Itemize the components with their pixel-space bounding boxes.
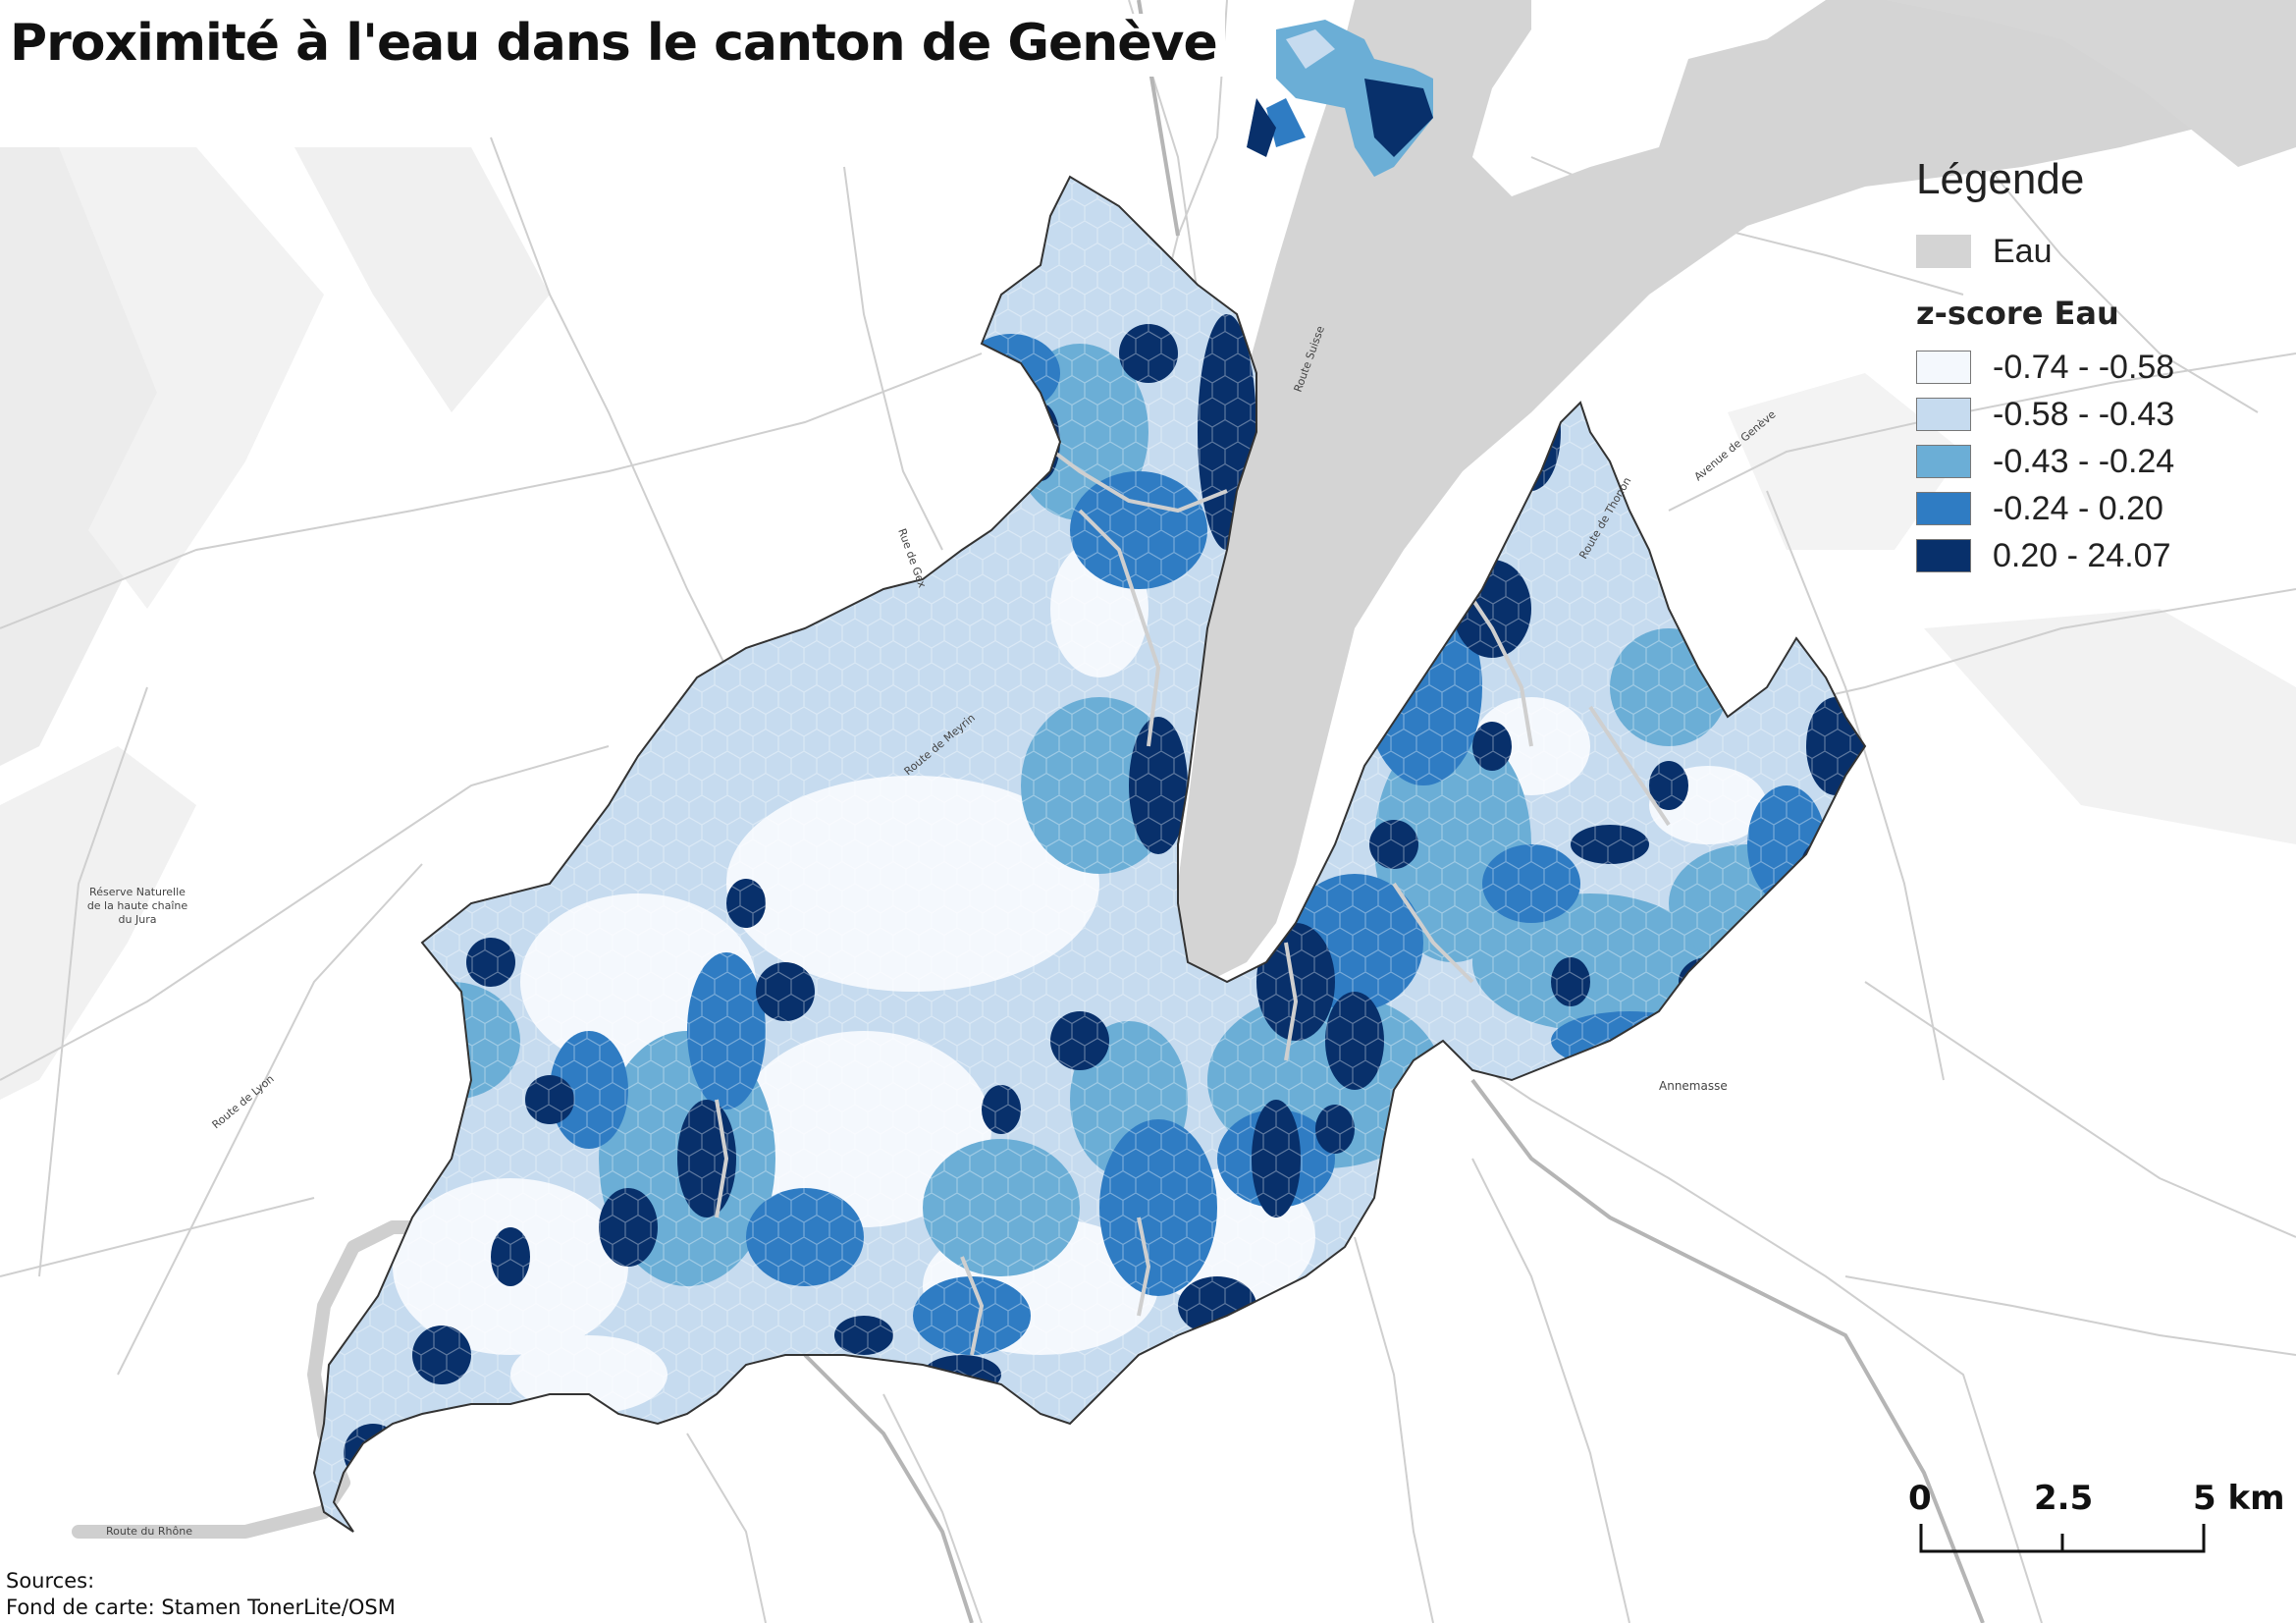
map-title: Proximité à l'eau dans le canton de Genè…	[10, 14, 1225, 77]
sources-heading: Sources:	[6, 1569, 95, 1593]
legend-class-row: -0.74 - -0.58	[1904, 344, 2228, 391]
scale-bar	[1919, 1524, 2206, 1553]
scale-label-5km: 5 km	[2193, 1479, 2285, 1518]
legend-class-label: -0.58 - -0.43	[1993, 395, 2175, 433]
water-bodies	[1178, 0, 2296, 982]
label-reserve-1: Réserve Naturelle	[89, 886, 186, 898]
streams	[715, 440, 1671, 1356]
label-road-rhone: Route du Rhône	[106, 1525, 192, 1538]
legend: Légende Eau z-score Eau -0.74 - -0.58 -0…	[1904, 155, 2228, 579]
northern-enclaves	[1247, 20, 1433, 177]
legend-water-label: Eau	[1993, 232, 2053, 270]
label-annemasse: Annemasse	[1659, 1079, 1728, 1093]
legend-class-label: 0.20 - 24.07	[1993, 536, 2171, 574]
legend-class-swatch	[1916, 445, 1971, 478]
legend-class-row: -0.43 - -0.24	[1904, 438, 2228, 485]
legend-title: Légende	[1916, 155, 2085, 203]
legend-class-swatch	[1916, 351, 1971, 384]
label-reserve-3: du Jura	[119, 913, 157, 926]
legend-class-label: -0.74 - -0.58	[1993, 348, 2175, 386]
legend-class-row: -0.24 - 0.20	[1904, 485, 2228, 532]
legend-class-swatch	[1916, 492, 1971, 525]
legend-class-label: -0.24 - 0.20	[1993, 489, 2163, 527]
sources: Sources: Fond de carte: Stamen TonerLite…	[6, 1568, 403, 1621]
legend-classification-title: z-score Eau	[1916, 295, 2119, 332]
legend-classes: -0.74 - -0.58 -0.58 - -0.43 -0.43 - -0.2…	[1904, 344, 2228, 579]
sources-basemap: Fond de carte: Stamen TonerLite/OSM	[6, 1596, 396, 1619]
lake-upper	[1885, 0, 2296, 167]
lake-geneva	[1178, 0, 2296, 982]
label-reserve-2: de la haute chaîne	[87, 899, 188, 912]
legend-class-label: -0.43 - -0.24	[1993, 442, 2175, 480]
legend-water-swatch	[1916, 235, 1971, 268]
legend-class-swatch	[1916, 398, 1971, 431]
legend-class-row: 0.20 - 24.07	[1904, 532, 2228, 579]
legend-class-row: -0.58 - -0.43	[1904, 391, 2228, 438]
legend-class-swatch	[1916, 539, 1971, 572]
relief-shading	[0, 147, 2296, 1100]
legend-water-row: Eau	[1904, 228, 2228, 275]
scale-label-2-5: 2.5	[2034, 1479, 2094, 1518]
scale-label-0: 0	[1908, 1479, 1932, 1518]
